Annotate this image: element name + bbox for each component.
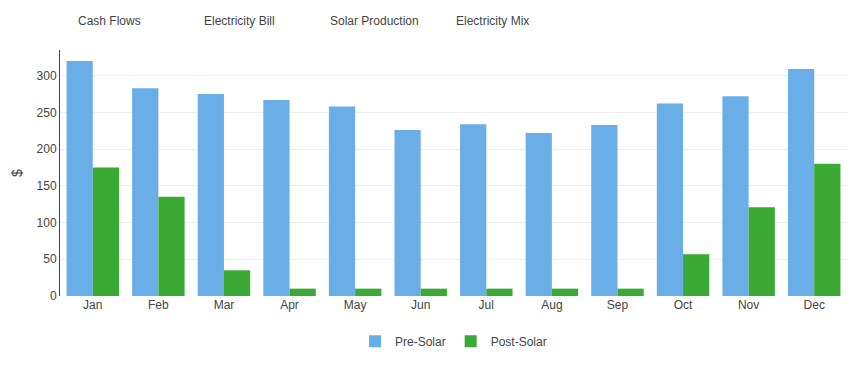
- svg-text:Electricity Bill: Electricity Bill: [204, 14, 275, 28]
- svg-text:Cash Flows: Cash Flows: [78, 14, 141, 28]
- svg-text:0: 0: [50, 289, 57, 303]
- svg-text:Mar: Mar: [214, 298, 235, 312]
- svg-text:Sep: Sep: [607, 298, 629, 312]
- svg-text:Feb: Feb: [148, 298, 169, 312]
- svg-text:250: 250: [37, 106, 57, 120]
- svg-text:Aug: Aug: [541, 298, 562, 312]
- svg-text:Nov: Nov: [738, 298, 759, 312]
- svg-text:300: 300: [37, 69, 57, 83]
- svg-text:Dec: Dec: [804, 298, 825, 312]
- svg-text:200: 200: [37, 142, 57, 156]
- svg-text:May: May: [344, 298, 367, 312]
- svg-text:50: 50: [43, 252, 57, 266]
- svg-text:$: $: [9, 169, 25, 177]
- svg-text:Post-Solar: Post-Solar: [491, 335, 547, 349]
- svg-text:150: 150: [37, 179, 57, 193]
- svg-text:Oct: Oct: [674, 298, 693, 312]
- svg-text:100: 100: [37, 216, 57, 230]
- svg-text:Solar Production: Solar Production: [330, 14, 419, 28]
- svg-text:Electricity Mix: Electricity Mix: [456, 14, 529, 28]
- svg-text:Jan: Jan: [83, 298, 102, 312]
- svg-text:Apr: Apr: [280, 298, 299, 312]
- svg-text:Pre-Solar: Pre-Solar: [395, 335, 446, 349]
- svg-text:Jul: Jul: [479, 298, 494, 312]
- svg-text:Jun: Jun: [411, 298, 430, 312]
